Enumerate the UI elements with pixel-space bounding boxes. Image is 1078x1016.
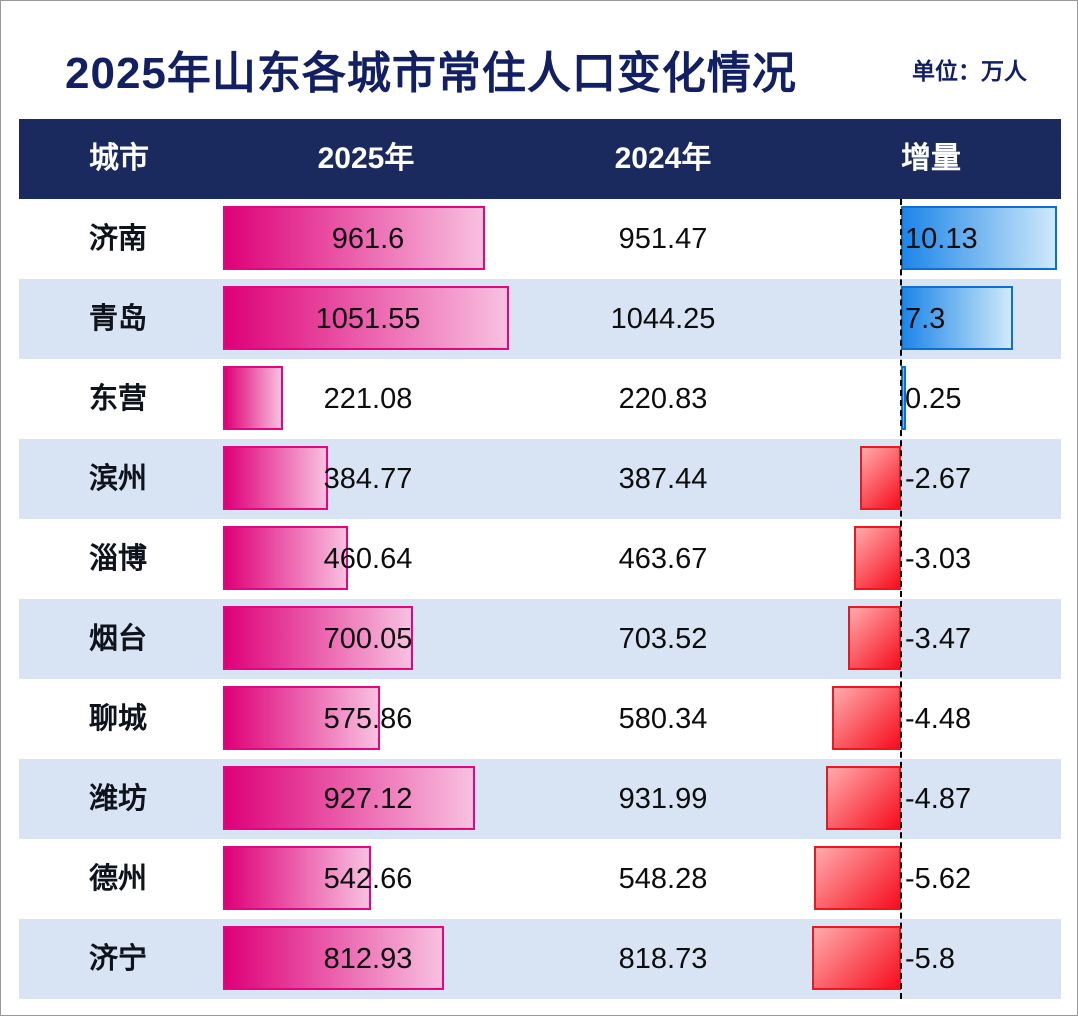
value-2024: 580.34 xyxy=(618,703,708,735)
value-delta: -4.87 xyxy=(905,783,972,815)
table-row: 济宁 812.93 818.73 -5.8 xyxy=(19,919,1061,999)
value-2025: 221.08 xyxy=(323,383,413,415)
unit-label: 单位：万人 xyxy=(912,58,1027,84)
bar-2025 xyxy=(223,286,509,350)
value-2025: 812.93 xyxy=(323,943,413,975)
city-label: 聊城 xyxy=(89,703,148,735)
table-row: 潍坊 927.12 931.99 -4.87 xyxy=(19,759,1061,839)
value-2025: 927.12 xyxy=(323,783,413,815)
value-2024: 548.28 xyxy=(618,863,708,895)
value-2024: 220.83 xyxy=(618,383,708,415)
city-label: 潍坊 xyxy=(89,783,148,815)
table-row: 德州 542.66 548.28 -5.62 xyxy=(19,839,1061,919)
bar-2025 xyxy=(223,766,475,830)
value-delta: -4.48 xyxy=(905,703,972,735)
title-bar: 2025年山东各城市常住人口变化情况 单位：万人 xyxy=(19,19,1061,119)
value-2025: 542.66 xyxy=(323,863,413,895)
bar-2025 xyxy=(223,206,485,270)
bar-2025 xyxy=(223,926,444,990)
table-row: 烟台 700.05 703.52 -3.47 xyxy=(19,599,1061,679)
table-header: 城市 2025年 2024年 增量 xyxy=(19,119,1061,199)
value-2025: 384.77 xyxy=(323,463,413,495)
bar-delta xyxy=(901,286,1013,350)
bar-2025 xyxy=(223,686,380,750)
city-label: 青岛 xyxy=(89,303,148,335)
value-delta: -5.62 xyxy=(905,863,972,895)
city-label: 德州 xyxy=(89,863,148,895)
bar-2025 xyxy=(223,846,371,910)
city-label: 济宁 xyxy=(89,943,148,975)
table-row: 淄博 460.64 463.67 -3.03 xyxy=(19,519,1061,599)
chart-content: 2025年山东各城市常住人口变化情况 单位：万人 城市 2025年 2024年 … xyxy=(19,19,1061,999)
table-row: 聊城 575.86 580.34 -4.48 xyxy=(19,679,1061,759)
bar-delta xyxy=(854,526,901,590)
value-delta: -3.03 xyxy=(905,543,972,575)
table-row: 济南 961.6 951.47 10.13 xyxy=(19,199,1061,279)
value-delta: 7.3 xyxy=(905,303,946,335)
value-delta: -5.8 xyxy=(905,943,955,975)
value-delta: -2.67 xyxy=(905,463,972,495)
bar-delta xyxy=(901,366,906,430)
value-2025: 961.6 xyxy=(331,223,405,255)
bar-2025 xyxy=(223,606,413,670)
value-2025: 1051.55 xyxy=(315,303,421,335)
value-2024: 1044.25 xyxy=(610,303,716,335)
bar-delta xyxy=(826,766,901,830)
value-2024: 387.44 xyxy=(618,463,708,495)
table-row: 滨州 384.77 387.44 -2.67 xyxy=(19,439,1061,519)
city-label: 淄博 xyxy=(89,543,148,575)
value-delta: -3.47 xyxy=(905,623,972,655)
bar-delta xyxy=(812,926,901,990)
bar-delta xyxy=(860,446,901,510)
table-row: 青岛 1051.55 1044.25 7.3 xyxy=(19,279,1061,359)
bar-delta xyxy=(848,606,901,670)
column-header-delta: 增量 xyxy=(901,142,961,175)
value-2025: 700.05 xyxy=(323,623,413,655)
bar-delta xyxy=(832,686,901,750)
city-label: 济南 xyxy=(89,223,148,255)
bar-2025 xyxy=(223,526,348,590)
value-2024: 951.47 xyxy=(618,223,708,255)
table-row: 东营 221.08 220.83 0.25 xyxy=(19,359,1061,439)
city-label: 滨州 xyxy=(89,463,148,495)
value-2024: 463.67 xyxy=(618,543,708,575)
column-header-2024: 2024年 xyxy=(614,142,712,175)
value-delta: 10.13 xyxy=(905,223,978,255)
column-header-city: 城市 xyxy=(89,142,149,175)
bar-delta xyxy=(814,846,901,910)
city-label: 东营 xyxy=(89,383,148,415)
value-delta: 0.25 xyxy=(905,383,962,415)
city-label: 烟台 xyxy=(89,623,148,655)
value-2025: 460.64 xyxy=(323,543,413,575)
value-2024: 931.99 xyxy=(618,783,708,815)
value-2024: 818.73 xyxy=(618,943,708,975)
bar-2025 xyxy=(223,446,328,510)
column-header-2025: 2025年 xyxy=(317,142,415,175)
page-title: 2025年山东各城市常住人口变化情况 xyxy=(65,49,797,98)
value-2024: 703.52 xyxy=(618,623,708,655)
bar-delta xyxy=(901,206,1057,270)
value-2025: 575.86 xyxy=(323,703,413,735)
table-rows: 济南 961.6 951.47 10.13 青岛 1051.55 1044.25… xyxy=(19,199,1061,999)
zero-axis-line xyxy=(900,199,902,999)
bar-2025 xyxy=(223,366,283,430)
